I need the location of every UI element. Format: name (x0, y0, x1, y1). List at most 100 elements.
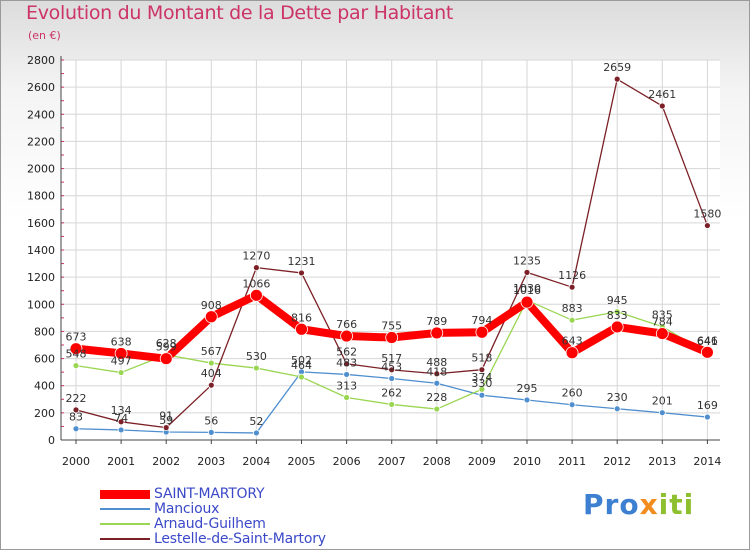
legend-item: Lestelle-de-Saint-Martory (100, 531, 360, 549)
data-point-1 (658, 409, 666, 417)
data-label: 497 (111, 355, 132, 368)
legend-label: Lestelle-de-Saint-Martory (154, 531, 326, 547)
data-point-1 (117, 426, 125, 434)
y-tick-label: 1200 (27, 271, 55, 284)
data-point-3 (343, 360, 351, 368)
x-tick-label: 2007 (378, 455, 406, 468)
data-label: 91 (159, 410, 173, 423)
data-label: 646 (697, 334, 718, 347)
data-label: 59 (159, 414, 173, 427)
data-point-3 (162, 424, 170, 432)
data-point-3 (433, 370, 441, 378)
data-point-0 (565, 346, 579, 360)
x-tick-label: 2003 (197, 455, 225, 468)
legend-label: Mancioux (154, 501, 220, 517)
proxiti-logo: Proxiti (583, 488, 695, 521)
legend-swatch (100, 538, 150, 540)
data-point-2 (478, 385, 486, 393)
data-label: 562 (336, 346, 357, 359)
data-label: 567 (201, 345, 222, 358)
data-point-0 (701, 345, 714, 359)
data-label: 673 (66, 331, 87, 344)
data-label: 262 (381, 386, 402, 399)
y-tick-label: 2000 (27, 163, 55, 176)
data-point-1 (613, 405, 621, 413)
data-label: 1030 (513, 282, 541, 295)
legend-swatch (100, 523, 150, 525)
data-point-0 (204, 310, 218, 324)
data-label: 789 (426, 315, 447, 328)
data-point-2 (343, 394, 351, 401)
data-point-1 (343, 371, 351, 378)
data-point-3 (704, 222, 711, 229)
data-point-3 (298, 269, 305, 277)
data-point-3 (117, 418, 125, 426)
x-tick-label: 2011 (558, 455, 586, 468)
data-label: 883 (562, 302, 583, 315)
data-point-1 (72, 425, 80, 433)
data-label: 1066 (242, 277, 270, 290)
data-label: 230 (607, 391, 628, 404)
x-tick-label: 2001 (107, 455, 135, 468)
data-label: 638 (111, 335, 132, 348)
grid-lines (61, 59, 720, 440)
data-label: 83 (69, 411, 83, 424)
data-label: 222 (66, 392, 87, 405)
x-tick-label: 2000 (62, 455, 90, 468)
data-label: 56 (204, 414, 218, 427)
data-point-0 (249, 288, 263, 302)
data-label: 1235 (513, 254, 541, 267)
data-point-1 (207, 428, 215, 436)
data-label: 74 (114, 412, 128, 425)
data-point-2 (252, 364, 260, 372)
data-point-0 (610, 320, 624, 334)
data-point-3 (568, 283, 576, 291)
y-tick-label: 1600 (27, 217, 55, 230)
data-point-3 (523, 268, 531, 276)
data-point-0 (475, 325, 489, 339)
x-tick-label: 2009 (468, 455, 496, 468)
y-tick-label: 2800 (27, 54, 55, 67)
y-tick-label: 200 (34, 407, 55, 420)
data-point-0 (159, 352, 173, 366)
data-label: 330 (471, 377, 492, 390)
y-tick-label: 800 (34, 325, 55, 338)
chart-subtitle: (en €) (28, 29, 61, 42)
data-label: 755 (381, 320, 402, 333)
data-label: 794 (471, 314, 492, 327)
legend-swatch (100, 508, 150, 510)
data-label: 169 (697, 399, 718, 412)
data-point-2 (117, 369, 125, 376)
x-tick-label: 2014 (693, 455, 721, 468)
data-point-0 (430, 326, 444, 340)
data-point-2 (298, 373, 305, 381)
data-point-1 (704, 413, 711, 421)
data-point-3 (207, 381, 215, 389)
data-label: 374 (471, 371, 492, 384)
data-point-3 (252, 264, 260, 272)
data-point-0 (655, 327, 669, 341)
data-label: 404 (201, 367, 222, 380)
x-tick-label: 2006 (333, 455, 361, 468)
y-tick-label: 2200 (27, 135, 55, 148)
data-label: 313 (336, 380, 357, 393)
data-point-0 (520, 295, 534, 309)
data-label: 464 (291, 359, 312, 372)
y-tick-label: 1400 (27, 244, 55, 257)
data-point-0 (385, 331, 399, 344)
data-label: 2461 (648, 88, 676, 101)
series-lines (69, 75, 714, 437)
data-point-1 (523, 396, 531, 404)
data-label: 908 (201, 299, 222, 312)
data-label: 488 (426, 356, 447, 369)
data-label: 945 (607, 294, 628, 307)
data-label: 52 (249, 415, 263, 428)
data-label: 260 (562, 387, 583, 400)
data-label: 228 (426, 391, 447, 404)
data-labels: 673 638 599 908 1066 816 766 755 789 794 1016 643 83… (66, 61, 722, 428)
data-label: 483 (336, 356, 357, 369)
data-label: 1016 (513, 284, 541, 297)
data-point-1 (433, 379, 441, 387)
x-tick-label: 2005 (288, 455, 316, 468)
x-tick-label: 2002 (152, 455, 180, 468)
